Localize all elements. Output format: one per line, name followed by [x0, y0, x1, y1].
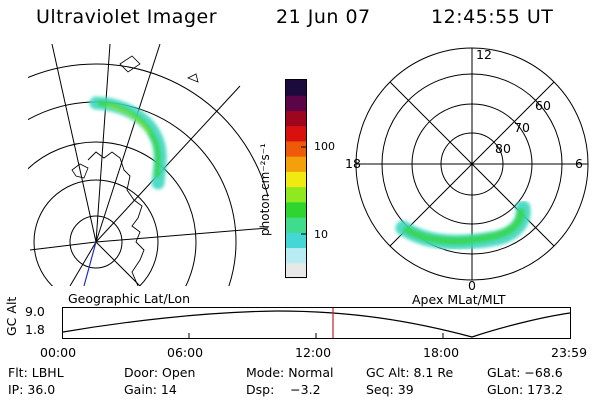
geo-lat-circle [69, 215, 123, 269]
time-tick-0000: 00:00 [40, 345, 77, 360]
geo-lon-line [95, 44, 161, 243]
time-tick-0600: 06:00 [167, 345, 204, 360]
geo-meridian-marker [83, 241, 97, 286]
geo-lat-circle [33, 179, 159, 286]
altitude-ylabel: GC Alt [4, 296, 19, 336]
info-filter: Flt: LBHL [8, 365, 64, 380]
mlt-label-18: 18 [345, 156, 361, 171]
colorbar-cell [286, 217, 306, 233]
coastline-island [119, 55, 141, 73]
colorbar-cell [286, 247, 306, 264]
observation-date: 21 Jun 07 [276, 6, 371, 28]
coastline [87, 151, 145, 286]
geo-aurora-arc [89, 96, 167, 190]
geo-lon-line [29, 241, 97, 251]
info-glat: GLat: −68.6 [487, 365, 563, 380]
colorbar-cell [286, 156, 306, 172]
info-seq: Seq: 39 [366, 382, 414, 397]
colorbar-cell [286, 232, 306, 249]
colorbar-cell [286, 171, 306, 188]
geo-lon-line [69, 241, 97, 286]
info-gc-alt: GC Alt: 8.1 Re [366, 365, 454, 380]
altitude-curve [62, 310, 571, 338]
mlat-label-70: 70 [514, 120, 530, 135]
geo-lon-line [95, 44, 111, 243]
info-dsp: Dsp: −3.2 [246, 382, 321, 397]
colorbar-cell [286, 186, 306, 203]
colorbar-cell [286, 80, 306, 96]
colorbar-cell [286, 262, 306, 279]
mlt-label-12: 12 [476, 47, 492, 62]
polar-map-label: Apex MLat/MLT [412, 292, 506, 307]
geo-lon-line [95, 85, 241, 243]
time-tick-1200: 12:00 [295, 345, 332, 360]
colorbar-cell [286, 201, 306, 218]
instrument-title: Ultraviolet Imager [36, 6, 218, 28]
geo-lat-circle [28, 141, 197, 286]
polar-mlt-diagonal [389, 81, 555, 247]
info-glon: GLon: 173.2 [487, 382, 563, 397]
geo-lon-line [51, 44, 97, 243]
info-door: Door: Open [124, 365, 196, 380]
colorbar [285, 79, 307, 279]
colorbar-tick-100: 100 [314, 140, 335, 153]
mlat-label-60: 60 [535, 98, 551, 113]
altitude-plot [62, 307, 571, 339]
mlat-label-80: 80 [495, 141, 511, 156]
mlt-label-0: 0 [468, 278, 476, 293]
info-ip: IP: 36.0 [8, 382, 56, 397]
geo-map-label: Geographic Lat/Lon [68, 291, 190, 306]
colorbar-tick-10: 10 [314, 228, 328, 241]
altitude-ytick-low: 1.8 [25, 322, 45, 337]
coastline-island [71, 163, 89, 179]
info-gain: Gain: 14 [124, 382, 177, 397]
colorbar-cell [286, 110, 306, 127]
geo-lon-line [95, 241, 141, 286]
geo-lon-line [95, 227, 268, 243]
altitude-ytick-high: 9.0 [25, 304, 45, 319]
colorbar-cell [286, 140, 306, 157]
colorbar-label: photon cm⁻²s⁻¹ [258, 143, 272, 236]
time-tick-2359: 23:59 [551, 345, 588, 360]
geo-lat-circle [28, 63, 268, 286]
polar-aurora-oval [395, 200, 531, 250]
coastline-island [187, 73, 199, 83]
mlt-label-6: 6 [575, 156, 583, 171]
observation-time: 12:45:55 UT [431, 6, 554, 28]
polar-map: 12 18 6 0 60 70 80 [345, 47, 589, 293]
info-mode: Mode: Normal [246, 365, 334, 380]
colorbar-cell [286, 125, 306, 142]
time-tick-1800: 18:00 [423, 345, 460, 360]
colorbar-cell [286, 95, 306, 111]
